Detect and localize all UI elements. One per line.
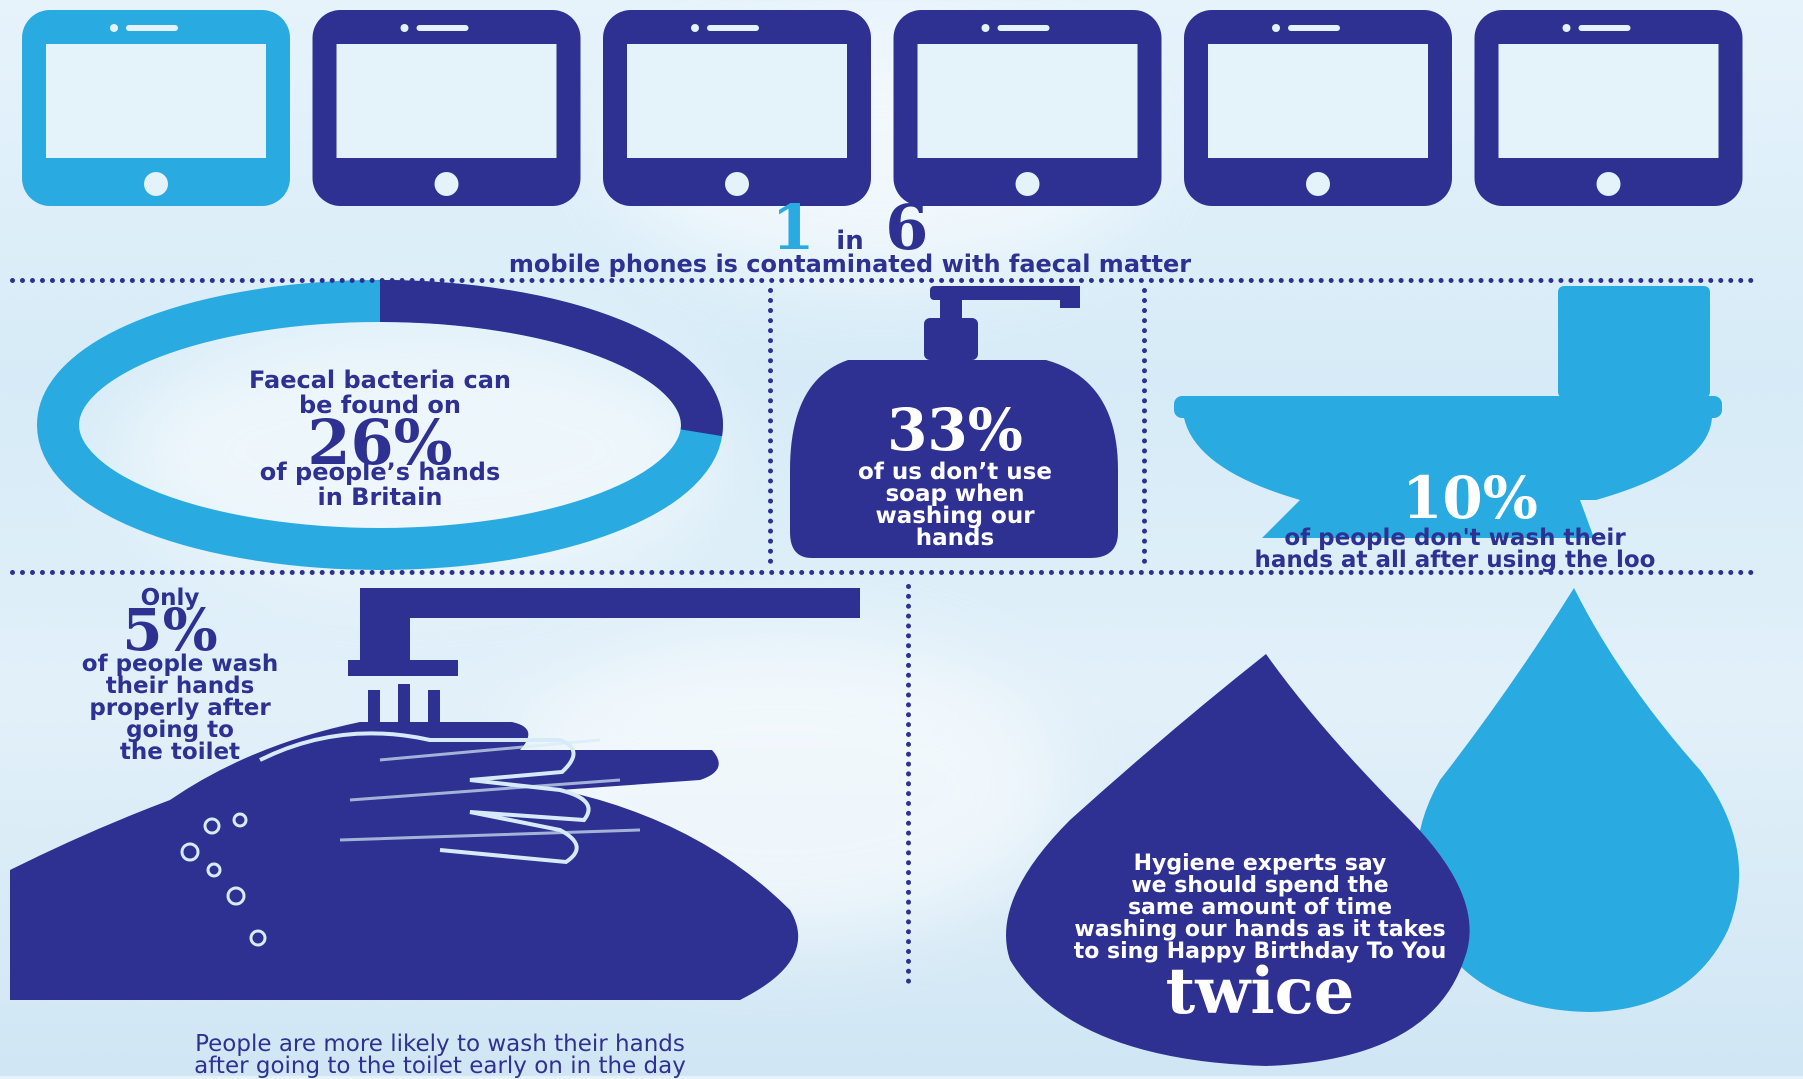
drop-emphasis: twice bbox=[1165, 954, 1355, 1029]
washing-stat: 5% bbox=[122, 596, 218, 664]
soap-text-line3: washing our bbox=[875, 503, 1035, 529]
hands-text-line4: in Britain bbox=[317, 483, 443, 511]
soap-bottle-icon bbox=[790, 286, 1118, 558]
washing-only: Only bbox=[140, 585, 200, 611]
mobile-phone-icon bbox=[312, 10, 581, 206]
mobile-phone-icon bbox=[603, 10, 871, 206]
hands-text-line2: be found on bbox=[298, 391, 462, 419]
toilet-icon bbox=[1174, 286, 1722, 538]
drop-text-line1: Hygiene experts say bbox=[1133, 851, 1387, 876]
washing-footer-line2: after going to the toilet early on in th… bbox=[194, 1053, 686, 1079]
phones-stat-in: in bbox=[836, 226, 864, 256]
washing-text-line3: properly after bbox=[89, 695, 271, 721]
mobile-phone-icon bbox=[22, 10, 290, 206]
drop-text-line4: washing our hands as it takes bbox=[1074, 917, 1446, 942]
mobile-phone-icon bbox=[1184, 10, 1452, 206]
mobile-phone-icon bbox=[1474, 10, 1743, 206]
washing-text-line2: their hands bbox=[105, 673, 255, 699]
water-drop-icon bbox=[1006, 588, 1740, 1066]
soap-text-line2: soap when bbox=[885, 481, 1025, 507]
section-divider bbox=[10, 570, 1755, 575]
washing-hands-icon bbox=[10, 588, 860, 1000]
washing-footer-line1: People are more likely to wash their han… bbox=[195, 1031, 685, 1057]
phones-stat: 1 in 6 bbox=[720, 195, 980, 260]
drop-text-line2: we should spend the bbox=[1131, 873, 1389, 898]
section-divider bbox=[768, 288, 773, 564]
soap-stat: 33% bbox=[887, 396, 1023, 464]
phones-stat-denominator: 6 bbox=[885, 191, 929, 264]
hands-text-line1: Faecal bacteria can bbox=[249, 366, 511, 394]
soap-text-line1: of us don’t use bbox=[858, 459, 1052, 485]
phones-row bbox=[22, 10, 1743, 206]
washing-text-line1: of people wash bbox=[81, 651, 279, 677]
toilet-text-line2: hands at all after using the loo bbox=[1254, 547, 1656, 573]
mobile-phone-icon bbox=[893, 10, 1162, 206]
toilet-stat: 10% bbox=[1402, 464, 1538, 532]
phones-caption: mobile phones is contaminated with faeca… bbox=[508, 250, 1192, 278]
hands-stat: 26% bbox=[307, 406, 453, 479]
drop-text-line3: same amount of time bbox=[1127, 895, 1393, 920]
section-divider bbox=[1142, 288, 1147, 564]
washing-text-line5: the toilet bbox=[119, 739, 241, 765]
section-divider bbox=[906, 584, 911, 984]
phones-stat-numerator: 1 bbox=[771, 191, 815, 264]
section-divider bbox=[10, 278, 1755, 283]
hands-text-line3: of people’s hands bbox=[259, 458, 501, 486]
toilet-text-line1: of people don't wash their bbox=[1284, 525, 1626, 551]
drop-text-line5: to sing Happy Birthday To You bbox=[1073, 939, 1447, 964]
soap-text-line4: hands bbox=[915, 525, 995, 551]
washing-text-line4: going to bbox=[126, 717, 234, 743]
donut-ring-segment bbox=[379, 280, 723, 437]
hands-donut-chart bbox=[37, 280, 723, 570]
